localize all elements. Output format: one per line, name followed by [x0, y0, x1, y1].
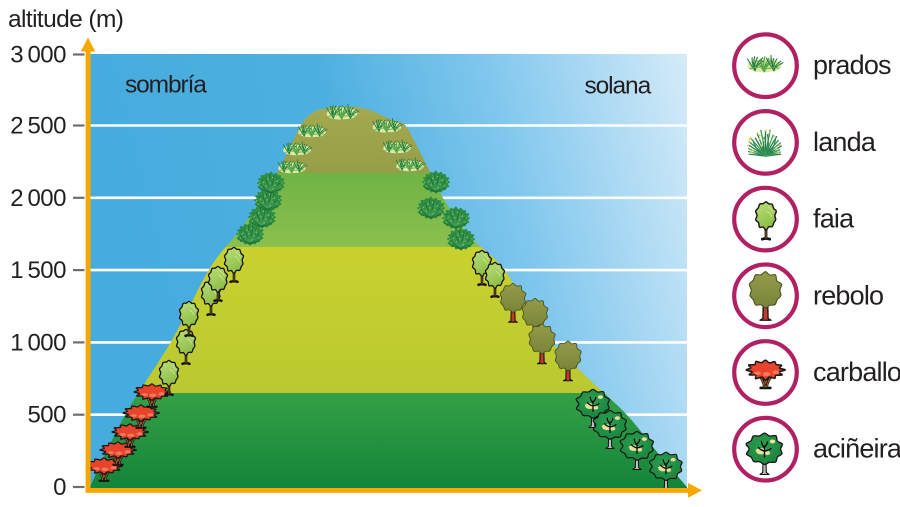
- svg-text:rebolo: rebolo: [813, 280, 883, 310]
- svg-text:carballo: carballo: [813, 357, 900, 387]
- svg-text:aciñeira: aciñeira: [813, 434, 900, 464]
- svg-text:prados: prados: [813, 50, 891, 80]
- svg-text:altitude (m): altitude (m): [8, 6, 123, 33]
- svg-text:landa: landa: [813, 127, 877, 157]
- svg-text:faia: faia: [813, 204, 855, 234]
- svg-text:solana: solana: [585, 73, 652, 100]
- svg-text:1 500: 1 500: [10, 257, 66, 284]
- svg-text:2 000: 2 000: [10, 185, 66, 212]
- svg-text:3 000: 3 000: [10, 42, 66, 69]
- svg-text:sombría: sombría: [125, 72, 207, 99]
- svg-text:1 000: 1 000: [10, 329, 66, 356]
- svg-text:2 500: 2 500: [10, 113, 66, 140]
- svg-text:0: 0: [53, 474, 66, 501]
- svg-text:500: 500: [27, 402, 66, 429]
